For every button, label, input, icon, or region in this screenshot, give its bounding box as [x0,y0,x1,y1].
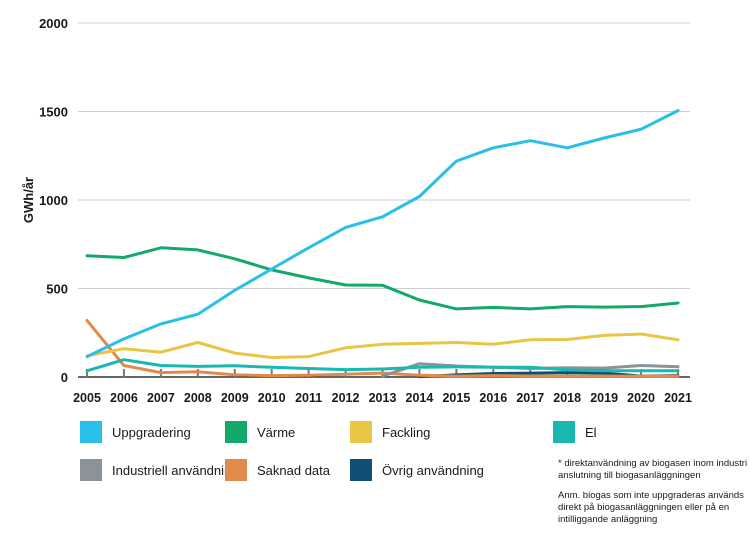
x-tick-label: 2009 [221,391,249,405]
legend-item: Saknad data [225,459,330,481]
y-axis-label: GWh/år [21,177,36,223]
x-tick-label: 2006 [110,391,138,405]
x-tick-label: 2013 [369,391,397,405]
remark-note: Anm. biogas som inte uppgraderas används… [558,490,744,525]
legend-item: Fackling [350,421,430,443]
legend-label: Saknad data [257,462,331,478]
legend-item: Uppgradering [80,421,191,443]
x-tick-label: 2019 [590,391,618,405]
x-tick-label: 2020 [627,391,655,405]
series-line [85,109,680,359]
x-tick-label: 2007 [147,391,175,405]
y-tick-label: 2000 [39,16,68,31]
legend-swatch [553,421,575,443]
y-tick-label: 500 [46,282,68,297]
x-tick-label: 2014 [406,391,434,405]
x-tick-label: 2015 [442,391,470,405]
x-tick-label: 2012 [332,391,360,405]
legend-swatch [350,421,372,443]
x-tick-label: 2021 [664,391,692,405]
legend-item: El [553,421,597,443]
legend-item: Övrig användning [350,459,484,481]
legend-swatch [225,421,247,443]
x-tick-label: 2011 [295,391,322,405]
legend-label: Övrig användning [382,462,484,478]
legend-swatch [225,459,247,481]
legend-label: Fackling [382,424,431,440]
series-line [85,246,680,311]
series-line [85,358,680,373]
legend-swatch [80,459,102,481]
legend-label: El [585,424,597,440]
footnote: * direktanvändning av biogasen inom indu… [558,458,750,481]
y-tick-label: 1500 [39,105,68,120]
legend-swatch [350,459,372,481]
legend-item: Värme [225,421,295,443]
x-tick-label: 2010 [258,391,286,405]
series-line [85,318,680,378]
x-tick-label: 2018 [553,391,581,405]
legend-label: Värme [257,424,296,440]
x-tick-label: 2016 [479,391,507,405]
legend-label: Uppgradering [112,424,191,440]
y-tick-label: 1000 [39,193,68,208]
legend-item: Industriell användning* [80,459,244,481]
x-tick-label: 2005 [73,391,101,405]
x-tick-label: 2017 [516,391,544,405]
series-line [85,332,680,359]
x-tick-label: 2008 [184,391,212,405]
legend-label: Industriell användning* [112,462,244,478]
legend-swatch [80,421,102,443]
y-tick-label: 0 [61,370,68,385]
